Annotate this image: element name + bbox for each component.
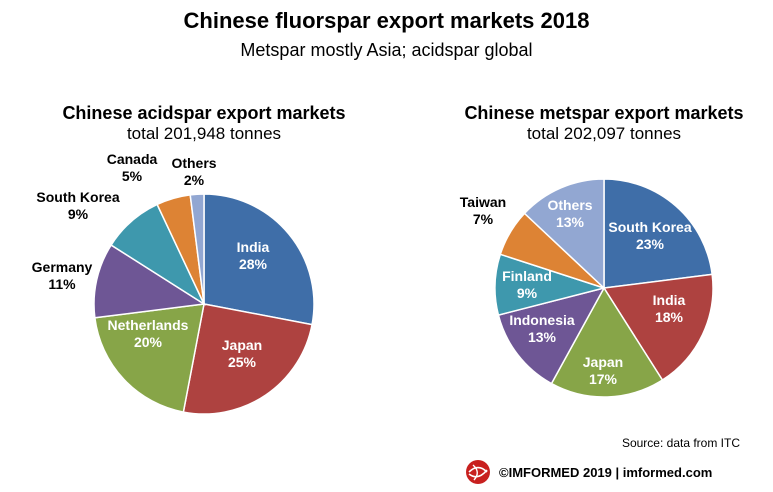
metspar-label-taiwan-name: Taiwan <box>460 194 506 210</box>
metspar-slice-others <box>523 178 605 290</box>
acidspar-chart-title: Chinese acidspar export markets <box>62 103 346 123</box>
acidspar-slice-germany <box>93 244 207 319</box>
acidspar-label-others-value: 2% <box>184 172 205 188</box>
source-note: Source: data from ITC <box>621 436 740 450</box>
metspar-label-south-korea-name: South Korea <box>608 219 691 235</box>
metspar-label-taiwan-value: 7% <box>473 211 494 227</box>
metspar-label-india: India 18% <box>653 292 686 325</box>
metspar-chart-subtitle: total 202,097 tonnes <box>526 124 682 143</box>
acidspar-slice-others <box>189 193 205 305</box>
acidspar-label-india-value: 28% <box>239 256 268 272</box>
acidspar-slice-netherlands <box>94 303 205 413</box>
acidspar-label-india-name: India <box>237 239 270 255</box>
acidspar-label-canada-value: 5% <box>122 168 143 184</box>
metspar-label-others-value: 13% <box>556 214 585 230</box>
metspar-label-japan-value: 17% <box>589 371 618 387</box>
acidspar-label-netherlands-name: Netherlands <box>108 317 189 333</box>
acidspar-label-japan: Japan 25% <box>222 337 262 370</box>
brand-text: ©IMFORMED 2019 | imformed.com <box>499 464 713 480</box>
acidspar-label-south-korea: South Korea 9% <box>36 189 119 222</box>
metspar-label-india-name: India <box>653 292 686 308</box>
page-title: Chinese fluorspar export markets 2018 <box>183 8 590 33</box>
metspar-label-others-name: Others <box>547 197 592 213</box>
acidspar-pie-chart: India 28% Japan 25% Netherlands 20% Germany 11%… <box>32 151 315 415</box>
metspar-label-others: Others 13% <box>547 197 592 230</box>
acidspar-label-india: India 28% <box>237 239 270 272</box>
acidspar-label-netherlands: Netherlands 20% <box>108 317 189 350</box>
metspar-label-indonesia-name: Indonesia <box>509 312 575 328</box>
acidspar-label-others-name: Others <box>171 155 216 171</box>
acidspar-chart-subtitle: total 201,948 tonnes <box>126 124 282 143</box>
acidspar-label-canada: Canada 5% <box>107 151 158 184</box>
acidspar-label-japan-name: Japan <box>222 337 262 353</box>
metspar-label-finland-value: 9% <box>517 285 538 301</box>
metspar-label-south-korea: South Korea 23% <box>608 219 691 252</box>
metspar-slice-south-korea <box>603 178 713 289</box>
metspar-slice-indonesia <box>497 286 606 385</box>
metspar-label-japan: Japan 17% <box>583 354 623 387</box>
footer-brand: ©IMFORMED 2019 | imformed.com <box>465 459 712 485</box>
imformed-logo-icon <box>466 460 490 484</box>
acidspar-label-south-korea-value: 9% <box>68 206 89 222</box>
acidspar-label-south-korea-name: South Korea <box>36 189 119 205</box>
metspar-label-indonesia-value: 13% <box>528 329 557 345</box>
acidspar-label-netherlands-value: 20% <box>134 334 163 350</box>
acidspar-label-japan-value: 25% <box>228 354 257 370</box>
metspar-label-finland-name: Finland <box>502 268 552 284</box>
metspar-slice-india <box>602 273 714 382</box>
metspar-label-india-value: 18% <box>655 309 684 325</box>
metspar-label-south-korea-value: 23% <box>636 236 665 252</box>
acidspar-slice-india <box>203 193 315 326</box>
metspar-label-taiwan: Taiwan 7% <box>460 194 506 227</box>
metspar-label-japan-name: Japan <box>583 354 623 370</box>
acidspar-label-germany: Germany 11% <box>32 259 93 292</box>
metspar-pie-chart: South Korea 23%India 18%Japan 17%Indonesia 1… <box>460 178 714 398</box>
page-subtitle: Metspar mostly Asia; acidspar global <box>240 40 533 60</box>
metspar-label-indonesia: Indonesia 13% <box>509 312 575 345</box>
acidspar-label-germany-value: 11% <box>48 276 76 292</box>
metspar-label-finland: Finland 9% <box>502 268 552 301</box>
acidspar-label-germany-name: Germany <box>32 259 93 275</box>
acidspar-label-canada-name: Canada <box>107 151 158 167</box>
metspar-slice-japan <box>550 286 664 398</box>
acidspar-slice-japan <box>182 303 313 415</box>
metspar-chart-title: Chinese metspar export markets <box>464 103 744 123</box>
acidspar-label-others: Others 2% <box>171 155 216 188</box>
